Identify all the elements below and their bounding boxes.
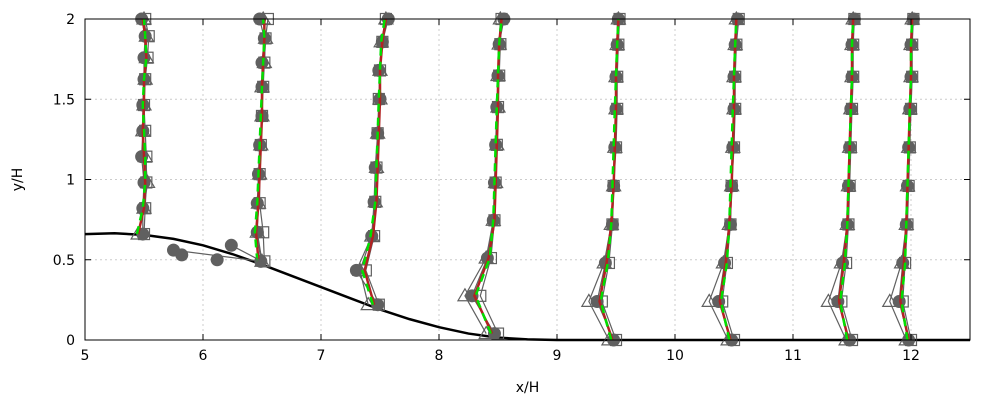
profile-group <box>881 10 921 347</box>
green-series-line <box>900 18 914 341</box>
reversal-points-group <box>167 238 263 267</box>
plot-frame <box>84 18 971 341</box>
profile-group <box>349 10 395 312</box>
circle-marker <box>224 238 238 252</box>
circle-marker <box>137 51 151 65</box>
grid-lines <box>85 19 970 340</box>
x-tick-label: 8 <box>435 348 444 364</box>
x-tick-label: 11 <box>784 348 802 364</box>
hill-curve <box>84 232 970 342</box>
axis-ticks: 5 6 7 8 9 10 11 12 0 0.5 1 1.5 2 <box>53 12 970 364</box>
profile-series <box>130 10 921 347</box>
x-tick-label: 5 <box>81 348 90 364</box>
circle-marker <box>210 253 224 267</box>
green-series-line <box>599 18 620 341</box>
hill-line <box>84 232 970 342</box>
profile-group <box>249 10 274 268</box>
x-tick-label: 12 <box>902 348 920 364</box>
x-tick-label: 10 <box>666 348 684 364</box>
green-series-line <box>135 18 148 235</box>
y-tick-label: 2 <box>66 12 75 28</box>
green-series-line <box>361 18 386 306</box>
y-tick-label: 1.5 <box>53 92 75 108</box>
x-tick-label: 7 <box>317 348 326 364</box>
green-series-line <box>474 18 503 335</box>
x-tick-label: 6 <box>199 348 208 364</box>
y-tick-label: 0 <box>66 333 75 349</box>
green-series-line <box>838 18 855 341</box>
green-series-line <box>253 18 266 262</box>
y-axis-title: y/H <box>10 168 26 192</box>
profile-group <box>130 10 156 241</box>
profile-group <box>701 10 745 347</box>
circle-marker <box>175 248 189 262</box>
profile-group <box>456 10 511 341</box>
circle-marker <box>349 263 363 277</box>
profile-group <box>580 10 627 347</box>
x-axis-title: x/H <box>516 380 540 396</box>
profile-group <box>820 10 862 347</box>
x-tick-label: 9 <box>553 348 562 364</box>
y-tick-label: 1 <box>66 173 75 189</box>
green-series-line <box>719 18 738 341</box>
y-tick-label: 0.5 <box>53 253 75 269</box>
